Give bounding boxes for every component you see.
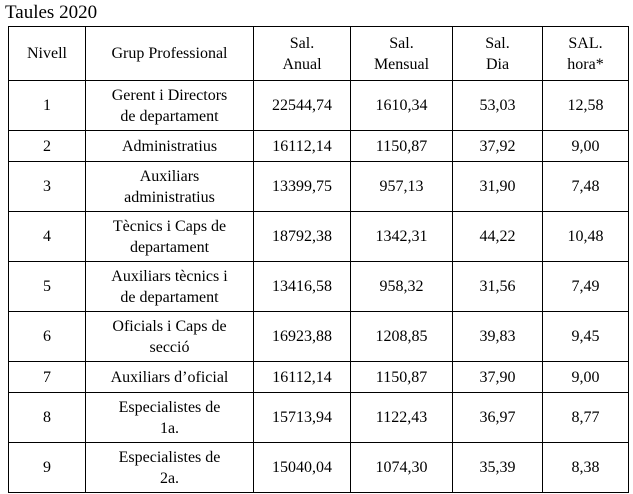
sal-dia-cell: 37,92 <box>452 130 543 162</box>
header-sal-dia: Sal. Dia <box>452 26 543 81</box>
sal-dia-cell: 31,90 <box>452 161 543 212</box>
sal-anual-cell: 15040,04 <box>253 442 351 493</box>
table-row: 6 Oficials i Caps de secció 16923,88 120… <box>8 311 629 362</box>
grup-cell: Auxiliars d’oficial <box>85 361 254 393</box>
nivell-cell: 7 <box>8 361 86 393</box>
sal-anual-cell: 15713,94 <box>253 392 351 443</box>
header-sal-hora: SAL. hora* <box>542 26 629 81</box>
header-sal-anual: Sal. Anual <box>253 26 351 81</box>
sal-dia-cell: 37,90 <box>452 361 543 393</box>
sal-hora-cell: 10,48 <box>542 211 629 262</box>
sal-hora-cell: 7,48 <box>542 161 629 212</box>
header-sal-mensual: Sal. Mensual <box>350 26 453 81</box>
table-row: 4 Tècnics i Caps de departament 18792,38… <box>8 211 629 262</box>
nivell-cell: 6 <box>8 311 86 362</box>
sal-dia-cell: 44,22 <box>452 211 543 262</box>
sal-hora-cell: 7,49 <box>542 261 629 312</box>
sal-dia-cell: 35,39 <box>452 442 543 493</box>
table-row: 2 Administratius 16112,14 1150,87 37,92 … <box>8 130 629 162</box>
sal-hora-cell: 8,38 <box>542 442 629 493</box>
sal-anual-cell: 13399,75 <box>253 161 351 212</box>
nivell-cell: 4 <box>8 211 86 262</box>
sal-mensual-cell: 1074,30 <box>350 442 453 493</box>
grup-cell: Gerent i Directors de departament <box>85 80 254 131</box>
sal-dia-cell: 36,97 <box>452 392 543 443</box>
grup-cell: Tècnics i Caps de departament <box>85 211 254 262</box>
sal-hora-cell: 9,45 <box>542 311 629 362</box>
sal-anual-cell: 16112,14 <box>253 130 351 162</box>
sal-mensual-cell: 1610,34 <box>350 80 453 131</box>
sal-anual-cell: 18792,38 <box>253 211 351 262</box>
grup-cell: Administratius <box>85 130 254 162</box>
nivell-cell: 2 <box>8 130 86 162</box>
nivell-cell: 8 <box>8 392 86 443</box>
sal-dia-cell: 53,03 <box>452 80 543 131</box>
grup-cell: Auxiliars administratius <box>85 161 254 212</box>
header-nivell: Nivell <box>8 26 86 81</box>
table-row: 5 Auxiliars tècnics i de departament 134… <box>8 261 629 312</box>
nivell-cell: 3 <box>8 161 86 212</box>
grup-cell: Especialistes de 2a. <box>85 442 254 493</box>
sal-mensual-cell: 1342,31 <box>350 211 453 262</box>
sal-dia-cell: 39,83 <box>452 311 543 362</box>
sal-hora-cell: 8,77 <box>542 392 629 443</box>
table-row: 7 Auxiliars d’oficial 16112,14 1150,87 3… <box>8 361 629 393</box>
sal-mensual-cell: 1150,87 <box>350 361 453 393</box>
sal-dia-cell: 31,56 <box>452 261 543 312</box>
sal-mensual-cell: 1150,87 <box>350 130 453 162</box>
nivell-cell: 9 <box>8 442 86 493</box>
sal-anual-cell: 13416,58 <box>253 261 351 312</box>
sal-anual-cell: 16112,14 <box>253 361 351 393</box>
nivell-cell: 1 <box>8 80 86 131</box>
salary-table-2020: Nivell Grup Professional Sal. Anual Sal.… <box>8 26 629 493</box>
sal-hora-cell: 9,00 <box>542 130 629 162</box>
table-row: 1 Gerent i Directors de departament 2254… <box>8 80 629 131</box>
sal-mensual-cell: 958,32 <box>350 261 453 312</box>
grup-cell: Auxiliars tècnics i de departament <box>85 261 254 312</box>
table-row: 8 Especialistes de 1a. 15713,94 1122,43 … <box>8 392 629 443</box>
grup-cell: Especialistes de 1a. <box>85 392 254 443</box>
sal-hora-cell: 9,00 <box>542 361 629 393</box>
table-header-row: Nivell Grup Professional Sal. Anual Sal.… <box>8 26 629 81</box>
table-row: 9 Especialistes de 2a. 15040,04 1074,30 … <box>8 442 629 493</box>
page-title: Taules 2020 <box>5 2 98 23</box>
nivell-cell: 5 <box>8 261 86 312</box>
grup-cell: Oficials i Caps de secció <box>85 311 254 362</box>
sal-anual-cell: 22544,74 <box>253 80 351 131</box>
header-grup: Grup Professional <box>85 26 254 81</box>
sal-hora-cell: 12,58 <box>542 80 629 131</box>
sal-mensual-cell: 1122,43 <box>350 392 453 443</box>
sal-mensual-cell: 1208,85 <box>350 311 453 362</box>
sal-mensual-cell: 957,13 <box>350 161 453 212</box>
sal-anual-cell: 16923,88 <box>253 311 351 362</box>
table-row: 3 Auxiliars administratius 13399,75 957,… <box>8 161 629 212</box>
